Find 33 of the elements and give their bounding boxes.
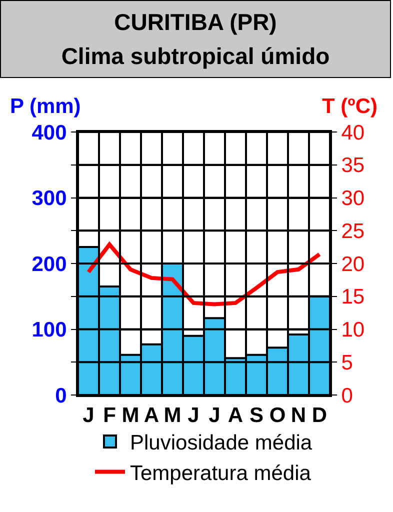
x-tick-label: M (122, 404, 140, 428)
x-tick-label: O (269, 404, 286, 428)
y2-tick-label: 25 (341, 220, 365, 243)
x-tick-label: A (228, 404, 244, 428)
y2-tick-label: 15 (341, 286, 365, 309)
y2-tick-label: 30 (341, 187, 365, 210)
legend-label: Temperatura média (130, 462, 312, 485)
y2-tick-label: 10 (341, 318, 365, 342)
chart-subtitle: Clima subtropical úmido (60, 42, 331, 71)
y2-tick-label: 40 (341, 121, 365, 144)
y-tick-label: 400 (32, 121, 67, 144)
line-series (86, 242, 322, 306)
y2-tick-label: 20 (341, 252, 365, 276)
y2-tick-label: 5 (341, 351, 353, 374)
y2-axis-title: T (ºC) (322, 95, 378, 118)
x-tick-label: S (249, 404, 264, 428)
x-tick-label: A (144, 404, 160, 428)
y2-tick-label: 0 (341, 384, 353, 408)
y2-tick-label: 35 (341, 154, 365, 178)
x-tick-label: F (103, 404, 116, 428)
x-tick-label: J (82, 404, 94, 428)
x-tick-label: D (312, 404, 328, 428)
legend-label: Pluviosidade média (130, 432, 312, 455)
x-tick-label: M (164, 404, 182, 428)
x-tick-label: N (290, 404, 306, 428)
chart-title: CURITIBA (PR) (113, 8, 278, 37)
y-tick-label: 300 (32, 187, 67, 210)
x-tick-label: J (188, 404, 200, 428)
y-tick-label: 100 (32, 318, 67, 342)
y-axis-title: P (mm) (10, 95, 81, 118)
y-tick-label: 0 (55, 384, 67, 408)
y-tick-label: 200 (32, 252, 67, 276)
x-tick-label: J (208, 404, 220, 428)
